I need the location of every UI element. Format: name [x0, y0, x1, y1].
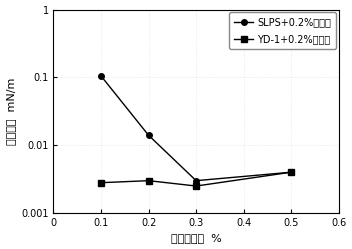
Line: YD-1+0.2%乙醇胺: YD-1+0.2%乙醇胺	[98, 169, 294, 189]
Line: SLPS+0.2%乙醇胺: SLPS+0.2%乙醇胺	[98, 73, 294, 184]
Y-axis label: 界面张力  mN/m: 界面张力 mN/m	[6, 78, 15, 145]
YD-1+0.2%乙醇胺	[289, 171, 293, 174]
YD-1+0.2%乙醇胺	[99, 181, 103, 184]
YD-1+0.2%乙醇胺	[194, 185, 198, 187]
YD-1+0.2%乙醇胺	[146, 179, 151, 182]
SLPS+0.2%乙醇胺	[289, 171, 293, 174]
SLPS+0.2%乙醇胺	[194, 179, 198, 182]
X-axis label: 活性剂浓度  %: 活性剂浓度 %	[171, 234, 221, 244]
Legend: SLPS+0.2%乙醇胺, YD-1+0.2%乙醇胺: SLPS+0.2%乙醇胺, YD-1+0.2%乙醇胺	[229, 12, 336, 49]
SLPS+0.2%乙醇胺	[146, 134, 151, 137]
SLPS+0.2%乙醇胺	[99, 74, 103, 77]
